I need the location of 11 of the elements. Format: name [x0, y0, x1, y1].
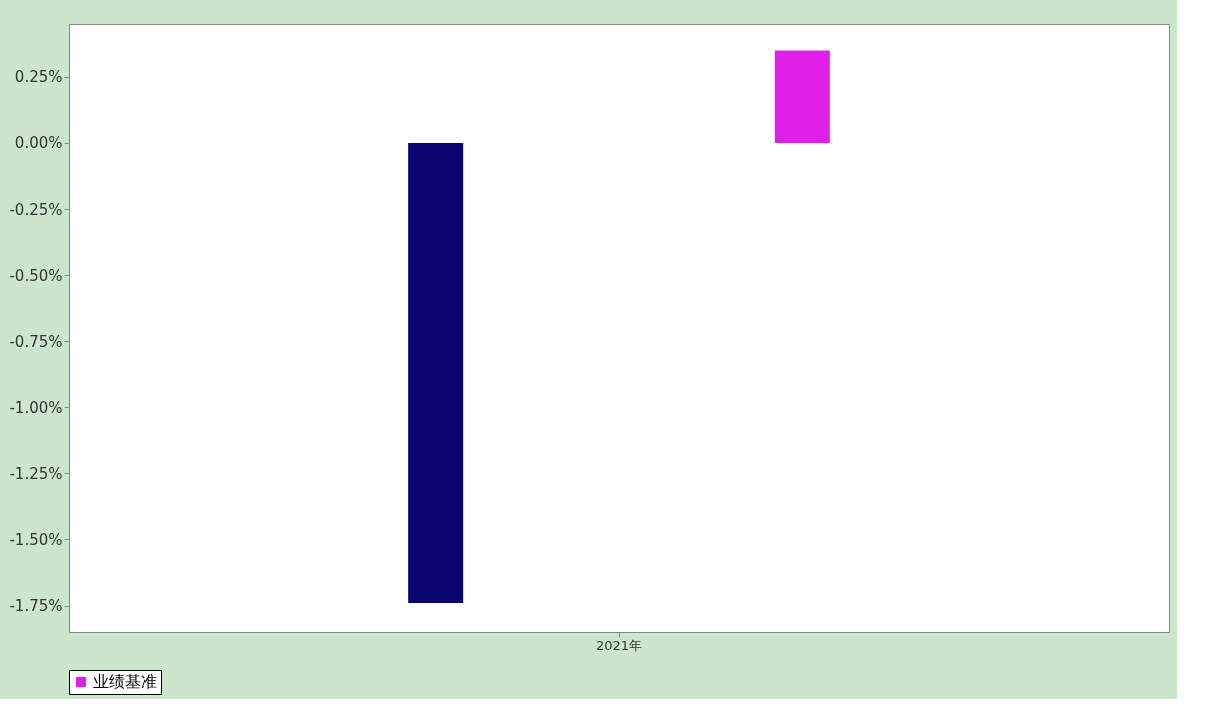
y-tick-label: -1.25%: [9, 464, 63, 483]
x-tick-label: 2021年: [595, 637, 643, 653]
y-tick-label: -0.25%: [9, 200, 63, 219]
y-tick-label: -1.75%: [9, 597, 63, 616]
y-tick-label: -1.50%: [9, 530, 63, 549]
y-tick-label: -0.50%: [9, 266, 63, 285]
y-tick-label: -1.00%: [9, 398, 63, 417]
y-tick-label: 0.00%: [14, 134, 63, 153]
y-tick-label: -0.75%: [9, 332, 63, 351]
y-tick-label: 0.25%: [14, 68, 63, 87]
legend-label: 业绩基准: [93, 672, 157, 691]
